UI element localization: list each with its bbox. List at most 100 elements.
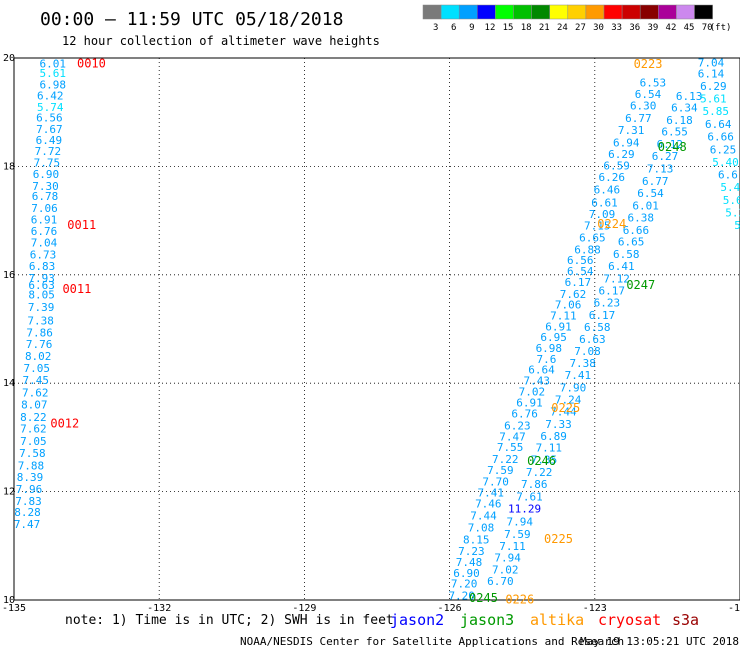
wave-height-value: 6.98 [39,79,66,92]
page-subtitle: 12 hour collection of altimeter wave hei… [62,34,380,48]
wave-height-value: 7.11 [536,442,563,455]
wave-height-value: 5.40 [712,156,739,169]
pass-time-label: 0010 [77,56,106,70]
wave-height-value: 7.33 [545,418,572,431]
legend-bin-label: 21 [539,23,550,33]
wave-height-value: 7.08 [468,521,495,534]
wave-height-value: 7.05 [23,362,50,375]
legend-swatch [676,4,695,20]
legend-bin-label: 70 [702,23,713,33]
wave-height-value: 7.11 [499,540,526,553]
legend-swatch [513,4,532,20]
wave-height-value: 7.04 [31,236,58,249]
latitude-tick-labels: 20 18 16 14 12 10 [3,53,15,606]
generated-timestamp: May 19 13:05:21 UTC 2018 [580,635,739,648]
wave-height-value: 6.17 [598,285,625,298]
wave-height-value: 6.91 [545,320,572,333]
wave-height-value: 6.29 [700,80,727,93]
longitude-tick: -123 [583,603,607,614]
satellite-label-jason2: jason2 [390,611,444,629]
legend-bin-label: 6 [451,23,456,33]
wave-height-value: 7.67 [36,123,63,136]
wave-height-value: 6.29 [608,148,635,161]
satellite-legend: jason2 jason3 altika cryosat s3a [390,611,699,629]
wave-height-value: 6.65 [618,236,645,249]
wave-height-value: 6.55 [661,126,688,139]
wave-height-value: 6.91 [31,214,58,227]
wave-height-value: 7.30 [32,180,59,193]
wave-height-value: 8.15 [463,533,490,546]
wave-height-value: 6.30 [630,100,657,113]
wave-height-value: 7.86 [26,326,53,339]
wave-height-value: 6.59 [603,159,630,172]
wave-height-value: 6.42 [37,89,64,102]
wave-height-value: 7.62 [560,288,587,301]
wave-height-value: 7.06 [31,202,58,215]
latitude-tick: 16 [3,270,15,281]
wave-height-value: 7.22 [492,453,519,466]
pass-time-label: 0011 [67,218,96,232]
wave-height-value: 7.08 [574,345,601,358]
wave-height-value: 7.45 [23,374,50,387]
pass-time-labels: 0010 0011 0011 0012 0245 0246 0247 0248 0226 0225… [50,56,686,606]
longitude-tick: -120 [728,603,740,614]
wave-height-value: 7.70 [482,475,509,488]
wave-height-value: 7.02 [492,564,519,577]
wave-height-value: 6.95 [540,331,567,344]
wave-height-value: 7.22 [526,466,553,479]
legend-swatch [531,4,550,20]
wave-height-value: 7.06 [555,299,582,312]
wave-height-value: 6.78 [32,190,59,203]
wave-height-value: 7.93 [28,272,55,285]
wave-height-value: 6.25 [710,144,737,157]
longitude-tick: -126 [438,603,462,614]
wave-height-value: 7.09 [589,208,616,221]
satellite-label-jason3: jason3 [460,611,514,629]
longitude-tick: -129 [292,603,316,614]
wave-height-value: 6.54 [635,88,662,101]
units-note: note: 1) Time is in UTC; 2) SWH is in fe… [65,613,394,628]
wave-height-value: 6.54 [637,187,664,200]
wave-height-value: 7.75 [34,157,61,170]
legend-swatch [585,4,605,20]
wave-height-value: 6.27 [652,150,679,163]
legend-bin-label: 27 [575,23,586,33]
wave-height-value: 7.94 [507,515,534,528]
wave-height-value: 7.43 [523,374,550,387]
longitude-tick: -135 [2,603,26,614]
pass-time-label: 0225 [551,401,580,415]
wave-height-value: 6.89 [540,430,567,443]
wave-height-value: 7.88 [18,460,45,473]
wave-height-value: 5.3 [725,206,740,219]
legend-swatch [603,4,623,20]
satellite-label-altika: altika [530,611,584,629]
wave-height-value: 7.76 [26,338,53,351]
page-title: 00:00 – 11:59 UTC 05/18/2018 [40,9,343,30]
latitude-tick: 18 [3,161,15,172]
wave-height-value: 5.74 [37,101,64,114]
wave-height-value: 7.20 [451,578,478,591]
legend-swatch [694,4,713,20]
wave-height-value: 7.90 [560,382,587,395]
wave-height-value: 7.47 [499,430,526,443]
legend-swatch [440,4,460,20]
wave-height-value: 6.56 [36,112,63,125]
pass-time-label: 0223 [634,57,663,71]
wave-height-value: 6.64 [528,364,555,377]
wave-height-value: 6.98 [536,342,563,355]
legend-swatch [639,4,659,20]
wave-height-value: 6.63 [28,279,55,292]
legend-bin-label: 33 [611,23,622,33]
wave-height-value: 6.56 [567,254,594,267]
wave-height-value: 7.83 [15,495,42,508]
wave-height-value: 5.61 [700,93,727,106]
wave-height-value: 8.39 [17,471,44,484]
pass-time-label: 0246 [527,454,556,468]
legend-bin-label: 24 [557,23,568,33]
longitude-tick-labels: -135 -132 -129 -126 -123 -120 [2,603,740,614]
legend-bin-label: 42 [666,23,677,33]
pass-time-label: 0226 [505,592,534,606]
wave-height-value: 7.61 [516,490,543,503]
wave-height-value: 11.29 [508,502,541,515]
